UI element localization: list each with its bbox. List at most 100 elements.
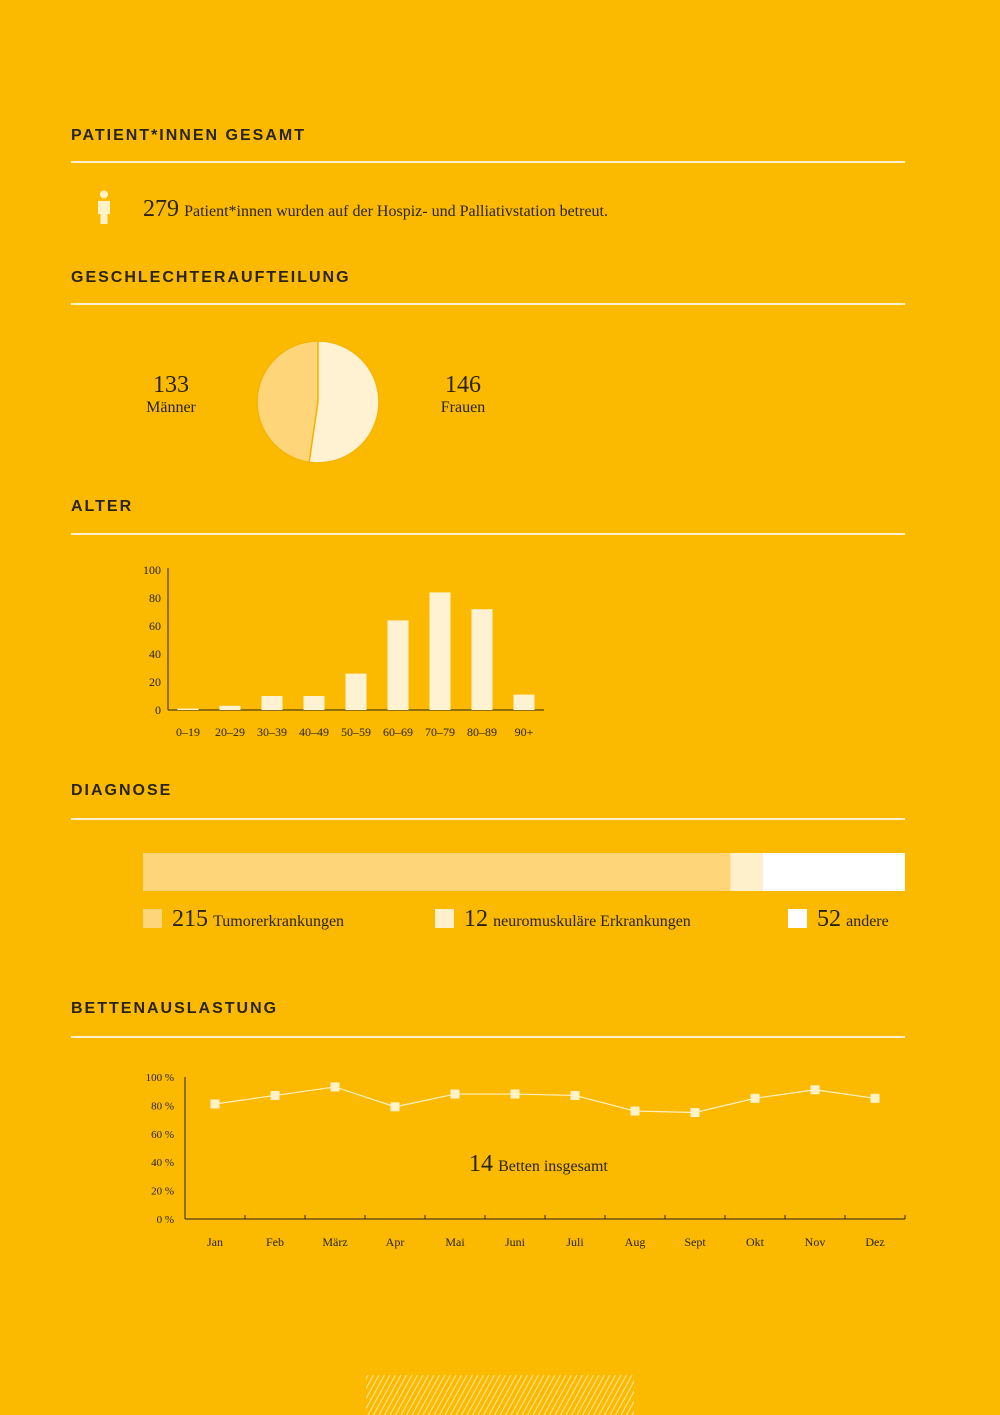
hatch-line	[504, 1375, 529, 1415]
occupancy-point	[870, 1093, 880, 1103]
section-title-diagnosis: DIAGNOSE	[71, 782, 173, 799]
bed-occupancy-line-chart: 0 % 20 % 40 % 60 % 80 % 100 % Jan Feb März Apr Mai…	[146, 1072, 906, 1249]
legend-other: 52 andere	[788, 906, 889, 933]
y-tick-label: 0 %	[157, 1214, 174, 1226]
occupancy-point	[510, 1089, 520, 1099]
hatch-line	[455, 1375, 479, 1415]
legend-value: 12	[464, 906, 488, 932]
hatch-line	[576, 1375, 600, 1415]
x-tick-label: Juli	[566, 1235, 584, 1249]
age-bar	[429, 592, 451, 710]
men-label: Männer	[146, 399, 196, 416]
legend-tumor: 215 Tumorerkrankungen	[143, 906, 344, 933]
hatch-line	[427, 1375, 452, 1415]
y-tick-label: 80 %	[151, 1100, 174, 1112]
beds-value: 14	[469, 1151, 493, 1177]
legend-value: 215	[172, 906, 208, 932]
pie-slice-frauen	[308, 340, 380, 464]
diagnosis-segment-other	[762, 853, 905, 891]
x-tick-label: 70–79	[425, 725, 455, 739]
patients-text: Patient*innen wurden auf der Hospiz- und…	[184, 203, 608, 220]
hatch-line	[554, 1375, 578, 1415]
hatch-line	[366, 1375, 380, 1400]
age-bar	[303, 696, 325, 710]
age-bar	[387, 620, 409, 710]
gender-pie-chart	[256, 340, 380, 464]
hatch-line	[510, 1375, 534, 1415]
y-tick-label: 80	[149, 591, 161, 605]
hatch-line	[460, 1375, 485, 1415]
hatch-line	[366, 1375, 386, 1410]
y-tick-label: 40	[149, 647, 161, 661]
diagnosis-segment-tumor	[143, 853, 731, 891]
legend-neuro: 12 neuromuskuläre Erkrankungen	[435, 906, 691, 933]
occupancy-line	[214, 1086, 876, 1114]
beds-label: Betten insgesamt	[498, 1158, 608, 1175]
occupancy-point	[210, 1099, 220, 1109]
hatch-line	[548, 1375, 573, 1415]
x-tick-label: 80–89	[467, 725, 497, 739]
hatch-line	[366, 1375, 375, 1390]
hatch-line	[543, 1375, 567, 1415]
hatch-line	[499, 1375, 523, 1415]
divider	[71, 533, 905, 535]
men-value: 133	[153, 372, 189, 398]
women-label: Frauen	[440, 399, 486, 416]
x-tick-label: Aug	[625, 1235, 646, 1249]
x-tick-label: 50–59	[341, 725, 371, 739]
x-tick-label: Mai	[445, 1235, 465, 1249]
hatch-line	[433, 1375, 457, 1415]
x-tick-label: 0–19	[176, 725, 200, 739]
diagnosis-segment-neuro	[730, 853, 763, 891]
x-tick-label: 60–69	[383, 725, 413, 739]
x-tick-label: Okt	[746, 1235, 765, 1249]
legend-swatch	[143, 909, 162, 928]
legend-label: andere	[846, 913, 889, 930]
hatch-line	[559, 1375, 584, 1415]
hatch-line	[598, 1375, 622, 1415]
age-bar	[219, 705, 241, 710]
hatch-line	[411, 1375, 435, 1415]
divider	[71, 161, 905, 163]
divider	[71, 303, 905, 305]
occupancy-point	[750, 1093, 760, 1103]
diagnosis-stacked-bar	[143, 853, 905, 891]
y-tick-label: 0	[155, 703, 161, 717]
hatch-line	[389, 1375, 413, 1415]
hatch-line	[625, 1400, 634, 1415]
hatch-line	[482, 1375, 507, 1415]
legend-label: Tumorerkrankungen	[213, 913, 345, 930]
hatch-line	[488, 1375, 512, 1415]
occupancy-point	[450, 1089, 460, 1099]
y-tick-label: 60 %	[151, 1129, 174, 1141]
x-tick-label: 20–29	[215, 725, 245, 739]
x-tick-label: März	[322, 1235, 347, 1249]
age-bar	[261, 696, 283, 710]
x-tick-label: Nov	[805, 1235, 826, 1249]
x-tick-label: Apr	[386, 1235, 405, 1249]
hatch-line	[394, 1375, 419, 1415]
hatch-line	[449, 1375, 474, 1415]
x-tick-label: Feb	[266, 1235, 284, 1249]
hatch-line	[526, 1375, 551, 1415]
y-tick-label: 20	[149, 675, 161, 689]
x-tick-label: 30–39	[257, 725, 287, 739]
hatch-line	[493, 1375, 518, 1415]
hatch-line	[521, 1375, 545, 1415]
y-tick-label: 20 %	[151, 1186, 174, 1198]
y-tick-label: 60	[149, 619, 161, 633]
hatch-line	[405, 1375, 430, 1415]
hatch-line	[471, 1375, 496, 1415]
occupancy-point	[810, 1085, 820, 1095]
hatch-line	[438, 1375, 463, 1415]
x-tick-label: Juni	[505, 1235, 526, 1249]
occupancy-point	[630, 1106, 640, 1116]
occupancy-point	[690, 1108, 700, 1117]
x-tick-label: Dez	[865, 1235, 884, 1249]
hatch-line	[477, 1375, 501, 1415]
age-bar	[471, 609, 493, 710]
age-bar	[177, 708, 199, 710]
beds-total: 14 Betten insgesamt	[469, 1151, 608, 1178]
women-stat: 146 Frauen	[413, 372, 513, 417]
y-tick-label: 100 %	[146, 1072, 174, 1084]
